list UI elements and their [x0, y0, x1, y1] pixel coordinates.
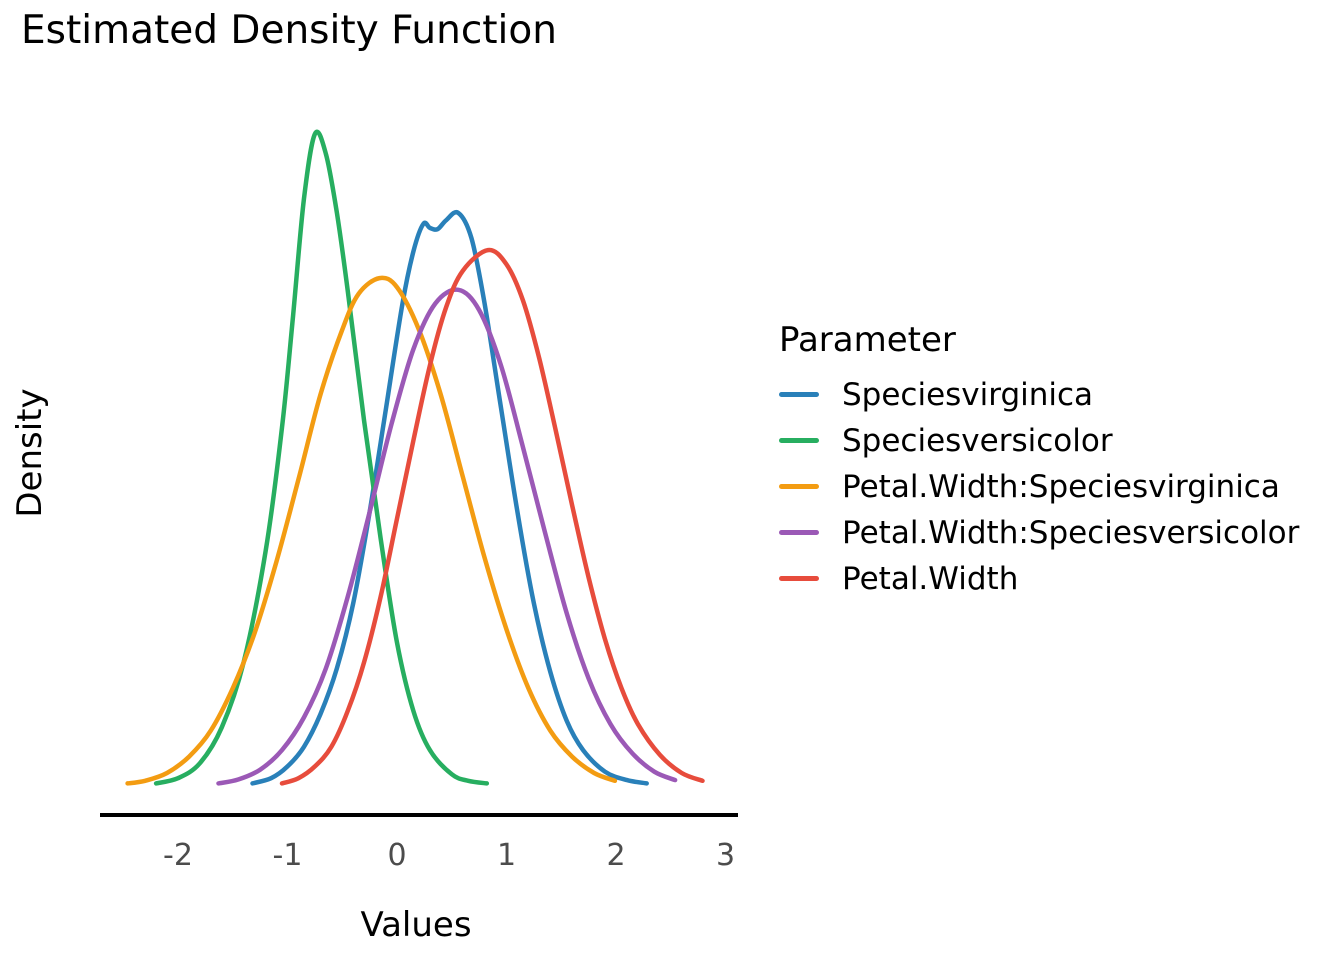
legend-line-swatch — [779, 530, 819, 536]
x-tick-label-3: 3 — [715, 838, 736, 873]
legend-item-label: Speciesversicolor — [842, 422, 1113, 459]
x-tick-labels: -2 -1 0 1 2 3 — [0, 838, 1344, 873]
legend-item: Petal.Width:Speciesvirginica — [779, 464, 1339, 510]
chart-title: Estimated Density Function — [21, 8, 557, 53]
density-curve-speciesvirginica — [250, 209, 649, 786]
legend-item-label: Petal.Width:Speciesvirginica — [842, 468, 1280, 505]
density-curve-petal-width-speciesversicolor — [216, 287, 678, 786]
x-axis-title: Values — [360, 905, 472, 945]
legend-line-swatch — [779, 484, 819, 490]
legend: Parameter Speciesvirginica Speciesversico… — [779, 320, 1339, 602]
legend-line-swatch — [779, 438, 819, 444]
x-tick-label--2: -2 — [163, 838, 193, 873]
density-curve-petal-width — [279, 247, 705, 786]
legend-item: Petal.Width — [779, 556, 1339, 602]
legend-item: Speciesvirginica — [779, 372, 1339, 418]
x-tick-label-1: 1 — [496, 838, 517, 873]
legend-item: Speciesversicolor — [779, 418, 1339, 464]
legend-items: Speciesvirginica Speciesversicolor Petal.W… — [779, 372, 1339, 602]
legend-line-swatch — [779, 576, 819, 582]
legend-item-label: Petal.Width — [842, 560, 1019, 597]
x-tick-label-0: 0 — [387, 838, 407, 873]
density-curve-petal-width-speciesvirginica — [125, 275, 618, 786]
legend-item-label: Speciesvirginica — [842, 376, 1094, 413]
legend-item-label: Petal.Width:Speciesversicolor — [842, 514, 1300, 551]
legend-line-swatch — [779, 392, 819, 398]
density-curve-speciesversicolor — [153, 129, 490, 786]
x-tick-label--1: -1 — [272, 838, 303, 873]
density-curves — [125, 129, 705, 786]
x-tick-label-2: 2 — [606, 838, 626, 873]
y-axis-title: Density — [10, 388, 50, 518]
legend-item: Petal.Width:Speciesversicolor — [779, 510, 1339, 556]
legend-title: Parameter — [779, 320, 956, 360]
